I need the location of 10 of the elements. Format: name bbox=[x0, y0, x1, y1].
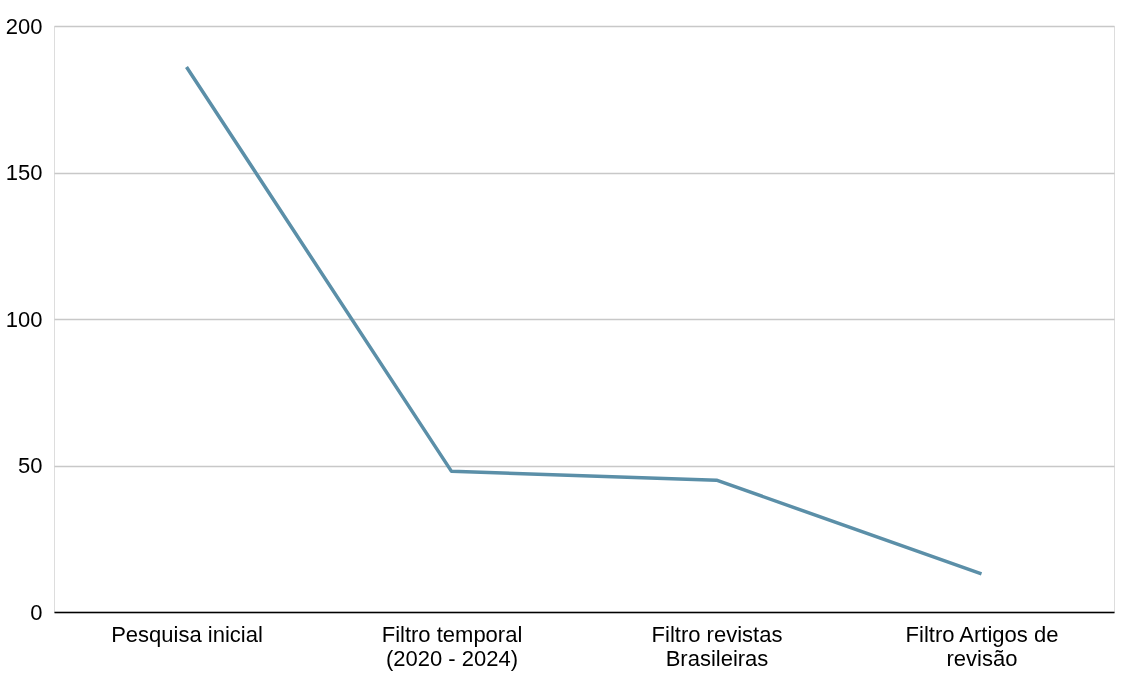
y-tick-label: 50 bbox=[18, 453, 43, 478]
x-tick-label: Filtro Artigos de revisão bbox=[905, 621, 1059, 671]
x-tick-label: Pesquisa inicial bbox=[111, 621, 263, 647]
y-tick-label: 0 bbox=[30, 599, 43, 625]
y-tick-label: 150 bbox=[5, 160, 43, 185]
y-tick-label: 200 bbox=[5, 13, 43, 39]
x-tick-label: Filtro revistas Brasileiras bbox=[651, 621, 783, 671]
x-tick-label: Filtro temporal (2020 - 2024) bbox=[381, 621, 523, 671]
line-series bbox=[184, 65, 984, 576]
y-tick-label: 100 bbox=[5, 306, 43, 332]
